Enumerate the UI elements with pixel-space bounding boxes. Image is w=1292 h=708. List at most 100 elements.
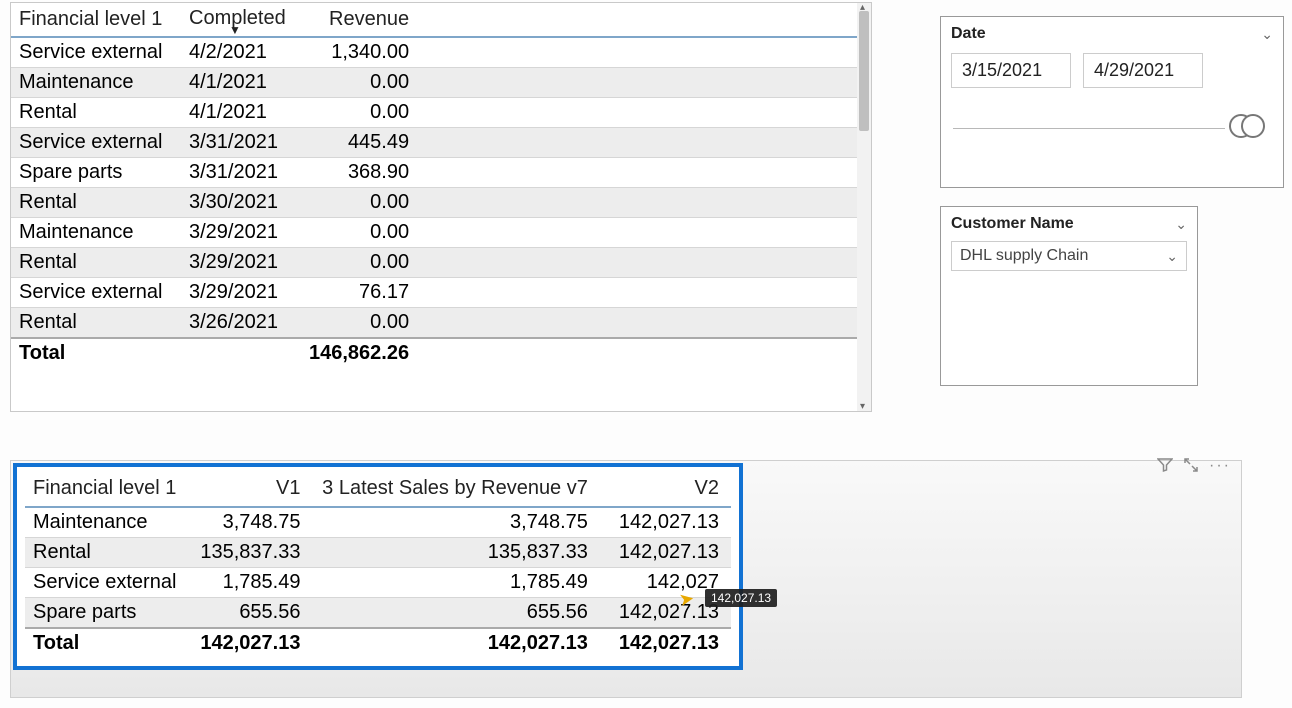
total-h: 142,027.13 <box>312 628 599 658</box>
table1-col-completed[interactable]: Completed ▼ <box>181 3 301 37</box>
col-label: Financial level 1 <box>19 8 162 30</box>
chevron-down-icon[interactable]: ⌄ <box>1261 26 1273 43</box>
table-row[interactable]: Service external3/31/2021445.49 <box>11 128 871 158</box>
cell-v1: 1,785.49 <box>191 568 312 598</box>
cell-revenue: 368.90 <box>301 158 421 188</box>
cell-date: 3/26/2021 <box>181 308 301 339</box>
cell-revenue: 0.00 <box>301 308 421 339</box>
table-row[interactable]: Rental135,837.33135,837.33142,027.13 <box>25 538 731 568</box>
cell-v2: 142,027.13 <box>600 507 731 538</box>
cell-date: 3/30/2021 <box>181 188 301 218</box>
visual-header-icons: ··· <box>1157 457 1231 478</box>
table-row[interactable]: Service external3/29/202176.17 <box>11 278 871 308</box>
table-row[interactable]: Rental3/29/20210.00 <box>11 248 871 278</box>
table-row[interactable]: Service external1,785.491,785.49142,027 <box>25 568 731 598</box>
total-value: 146,862.26 <box>301 338 421 368</box>
cell-h: 1,785.49 <box>312 568 599 598</box>
cell-financial: Service external <box>11 37 181 68</box>
total-v2: 142,027.13 <box>600 628 731 658</box>
table-row[interactable]: Maintenance4/1/20210.00 <box>11 68 871 98</box>
vertical-scrollbar[interactable]: ▴ ▾ <box>857 3 871 411</box>
slider-handle[interactable] <box>1229 114 1269 140</box>
cell-h: 135,837.33 <box>312 538 599 568</box>
cell-revenue: 76.17 <box>301 278 421 308</box>
scroll-down-icon[interactable]: ▾ <box>860 401 865 412</box>
cell-financial: Service external <box>11 128 181 158</box>
cell-financial: Spare parts <box>25 598 191 629</box>
table-row[interactable]: Maintenance3/29/20210.00 <box>11 218 871 248</box>
cell-date: 3/29/2021 <box>181 218 301 248</box>
total-label: Total <box>25 628 191 658</box>
customer-slicer-title: Customer Name <box>951 215 1074 233</box>
cell-revenue: 445.49 <box>301 128 421 158</box>
cell-date: 4/1/2021 <box>181 98 301 128</box>
cell-revenue: 0.00 <box>301 68 421 98</box>
table-row[interactable]: Rental4/1/20210.00 <box>11 98 871 128</box>
table2-col-v2[interactable]: V2 <box>600 473 731 507</box>
cell-h: 3,748.75 <box>312 507 599 538</box>
table2-total-row: Total 142,027.13 142,027.13 142,027.13 <box>25 628 731 658</box>
cell-financial: Rental <box>11 308 181 339</box>
cell-revenue: 0.00 <box>301 188 421 218</box>
cell-date: 4/1/2021 <box>181 68 301 98</box>
customer-slicer[interactable]: Customer Name ⌄ DHL supply Chain ⌄ <box>940 206 1198 386</box>
cell-tooltip: 142,027.13 <box>705 589 777 607</box>
revenue-by-date-table[interactable]: Financial level 1 Completed ▼ Revenue Se… <box>10 2 872 412</box>
cell-v1: 655.56 <box>191 598 312 629</box>
filter-icon[interactable] <box>1157 457 1173 478</box>
table-row[interactable]: Spare parts3/31/2021368.90 <box>11 158 871 188</box>
cell-financial: Rental <box>11 248 181 278</box>
date-slicer[interactable]: Date ⌄ 3/15/2021 4/29/2021 <box>940 16 1284 188</box>
table2-col-header[interactable]: 3 Latest Sales by Revenue v7 <box>312 473 599 507</box>
cell-revenue: 0.00 <box>301 98 421 128</box>
table1: Financial level 1 Completed ▼ Revenue Se… <box>11 3 871 368</box>
cell-financial: Maintenance <box>11 68 181 98</box>
cell-financial: Service external <box>25 568 191 598</box>
cell-financial: Rental <box>11 188 181 218</box>
customer-selected-value: DHL supply Chain <box>960 247 1088 265</box>
cell-v1: 3,748.75 <box>191 507 312 538</box>
cell-financial: Rental <box>25 538 191 568</box>
cell-date: 4/2/2021 <box>181 37 301 68</box>
cell-financial: Rental <box>11 98 181 128</box>
chevron-down-icon[interactable]: ⌄ <box>1175 216 1187 233</box>
date-range-slider[interactable] <box>951 110 1273 150</box>
scrollbar-thumb[interactable] <box>859 11 869 131</box>
cell-h: 655.56 <box>312 598 599 629</box>
latest-sales-visual[interactable]: ··· Financial level 1 V1 3 Latest Sales … <box>10 460 1242 698</box>
date-start-input[interactable]: 3/15/2021 <box>951 53 1071 88</box>
table1-total-row: Total 146,862.26 <box>11 338 871 368</box>
date-end-input[interactable]: 4/29/2021 <box>1083 53 1203 88</box>
table1-col-financial[interactable]: Financial level 1 <box>11 3 181 37</box>
cell-revenue: 0.00 <box>301 248 421 278</box>
table2: Financial level 1 V1 3 Latest Sales by R… <box>25 473 731 658</box>
cell-financial: Maintenance <box>11 218 181 248</box>
table1-col-revenue[interactable]: Revenue <box>301 3 421 37</box>
cell-v2: 142,027.13 <box>600 538 731 568</box>
table-row[interactable]: Rental3/26/20210.00 <box>11 308 871 339</box>
date-slicer-title: Date <box>951 25 986 43</box>
cell-date: 3/31/2021 <box>181 158 301 188</box>
table2-col-v1[interactable]: V1 <box>191 473 312 507</box>
slider-track <box>953 128 1225 129</box>
focus-mode-icon[interactable] <box>1183 457 1199 478</box>
cell-financial: Spare parts <box>11 158 181 188</box>
cell-v1: 135,837.33 <box>191 538 312 568</box>
cell-date: 3/29/2021 <box>181 278 301 308</box>
customer-dropdown[interactable]: DHL supply Chain ⌄ <box>951 241 1187 271</box>
table-row[interactable]: Maintenance3,748.753,748.75142,027.13 <box>25 507 731 538</box>
cell-financial: Maintenance <box>25 507 191 538</box>
cell-date: 3/29/2021 <box>181 248 301 278</box>
more-options-icon[interactable]: ··· <box>1209 457 1231 478</box>
table2-col-financial[interactable]: Financial level 1 <box>25 473 191 507</box>
cell-financial: Service external <box>11 278 181 308</box>
table-row[interactable]: Spare parts655.56655.56142,027.13 <box>25 598 731 629</box>
table-row[interactable]: Service external4/2/20211,340.00 <box>11 37 871 68</box>
chevron-down-icon: ⌄ <box>1166 248 1178 265</box>
table-row[interactable]: Rental3/30/20210.00 <box>11 188 871 218</box>
total-v1: 142,027.13 <box>191 628 312 658</box>
latest-sales-table-highlight: Financial level 1 V1 3 Latest Sales by R… <box>13 463 743 670</box>
cell-revenue: 0.00 <box>301 218 421 248</box>
total-label: Total <box>11 338 181 368</box>
cell-date: 3/31/2021 <box>181 128 301 158</box>
